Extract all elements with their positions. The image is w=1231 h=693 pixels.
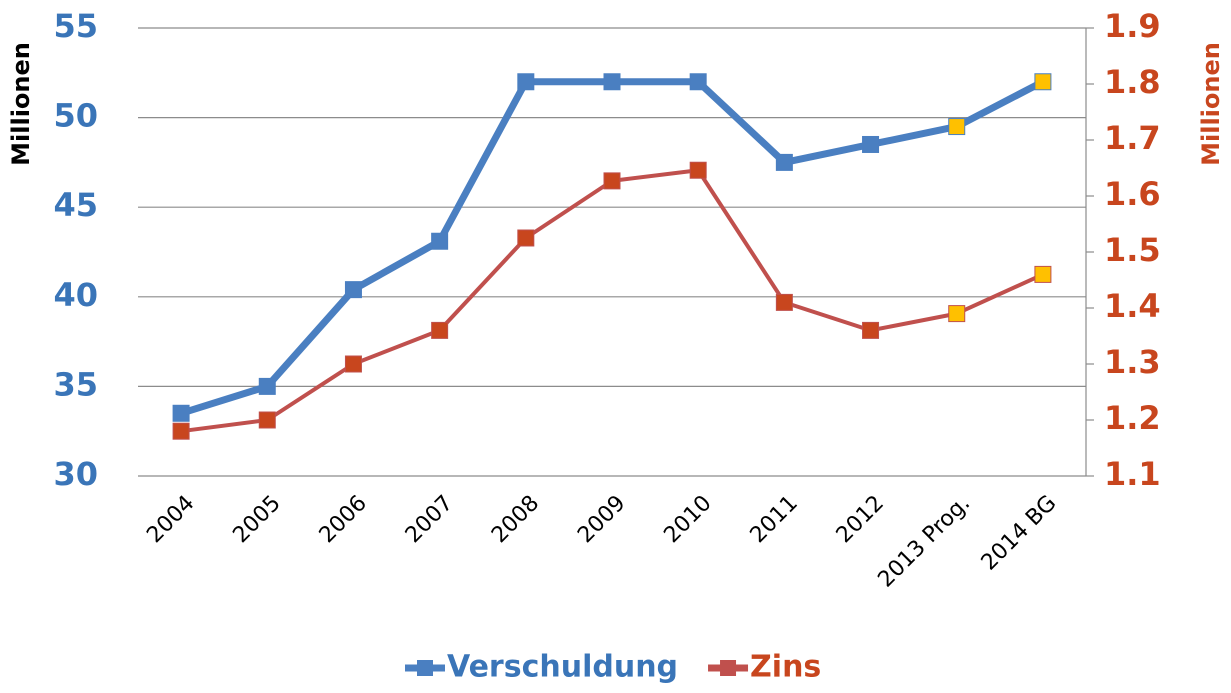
marker — [431, 232, 449, 250]
marker — [258, 377, 276, 395]
series-line — [180, 78, 1045, 417]
y2-tick-label: 1.4 — [1104, 287, 1161, 325]
x-tick-label: 2013 Prog. — [873, 491, 975, 593]
marker — [172, 422, 190, 440]
x-tick-label: 2014 BG — [977, 491, 1062, 576]
series-line — [180, 168, 1044, 434]
marker — [344, 281, 362, 299]
y2-tick-label: 1.1 — [1104, 455, 1161, 493]
x-tick-label: 2009 — [573, 491, 630, 548]
x-tick-label: 2008 — [487, 491, 544, 548]
x-tick-label: 2010 — [659, 491, 716, 548]
y-axis-title: Millionen — [7, 42, 35, 166]
legend-label: Verschuldung — [447, 650, 678, 685]
marker — [517, 229, 535, 247]
y2-axis-title: Millionen — [1197, 42, 1225, 166]
x-tick-label: 2007 — [401, 491, 458, 548]
y2-tick-label: 1.7 — [1104, 119, 1161, 157]
marker — [344, 355, 362, 373]
marker — [948, 305, 966, 323]
marker — [862, 321, 880, 339]
marker — [603, 172, 621, 190]
x-tick-label: 2005 — [228, 491, 285, 548]
y-tick-label: 50 — [53, 97, 98, 135]
marker — [689, 73, 707, 91]
marker — [172, 404, 190, 422]
marker — [1034, 265, 1052, 283]
marker — [775, 293, 793, 311]
legend-label: Zins — [750, 650, 821, 685]
marker — [775, 153, 793, 171]
marker — [1034, 73, 1052, 91]
x-tick-label: 2011 — [746, 491, 803, 548]
marker — [603, 73, 621, 91]
x-tick-label: 2006 — [315, 491, 372, 548]
legend-marker — [720, 660, 737, 676]
y2-tick-label: 1.5 — [1104, 231, 1161, 269]
y2-tick-label: 1.8 — [1104, 63, 1161, 101]
marker — [689, 161, 707, 179]
x-tick-label: 2012 — [832, 491, 889, 548]
marker — [862, 135, 880, 153]
y-tick-label: 30 — [53, 455, 98, 493]
y2-tick-label: 1.6 — [1104, 175, 1161, 213]
marker — [431, 321, 449, 339]
y-tick-label: 45 — [53, 186, 98, 224]
x-tick-label: 2004 — [142, 491, 199, 548]
y2-tick-label: 1.3 — [1104, 343, 1161, 381]
y2-tick-label: 1.2 — [1104, 399, 1161, 437]
y-tick-label: 40 — [53, 276, 98, 314]
legend-marker — [417, 660, 433, 676]
marker — [948, 118, 966, 136]
y2-tick-label: 1.9 — [1104, 7, 1161, 45]
y-tick-label: 35 — [53, 365, 98, 403]
y-tick-label: 55 — [53, 7, 98, 45]
marker — [517, 73, 535, 91]
marker — [258, 411, 276, 429]
